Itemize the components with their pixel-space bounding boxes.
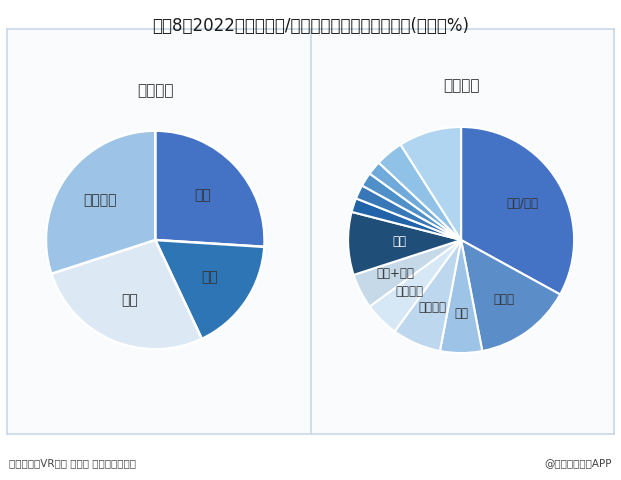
Wedge shape	[353, 240, 461, 306]
Wedge shape	[348, 212, 461, 275]
Text: 硬件: 硬件	[194, 188, 211, 202]
Wedge shape	[440, 240, 483, 353]
Wedge shape	[395, 240, 461, 351]
Text: 资料来源：VR陀螺 青亭网 前瞻产业研究院: 资料来源：VR陀螺 青亭网 前瞻产业研究院	[9, 458, 137, 468]
Wedge shape	[401, 127, 461, 240]
Text: 数字人: 数字人	[494, 293, 515, 306]
Title: 融资金额: 融资金额	[443, 78, 479, 94]
Text: 硬件/整机: 硬件/整机	[506, 197, 538, 210]
Wedge shape	[52, 240, 202, 349]
Text: 医疗: 医疗	[454, 307, 468, 320]
Wedge shape	[362, 174, 461, 240]
Text: 图表8：2022年全球虚拟/增强现实技术投资赛道分布(单位：%): 图表8：2022年全球虚拟/增强现实技术投资赛道分布(单位：%)	[152, 17, 469, 35]
Wedge shape	[351, 198, 461, 240]
Title: 融资数量: 融资数量	[137, 83, 173, 98]
Text: 行业应用: 行业应用	[84, 193, 117, 207]
Wedge shape	[356, 186, 461, 240]
Wedge shape	[155, 131, 265, 247]
Wedge shape	[369, 163, 461, 240]
Wedge shape	[461, 127, 574, 294]
Text: 虚拟培训: 虚拟培训	[418, 301, 446, 314]
Text: 软件: 软件	[201, 270, 218, 284]
Wedge shape	[461, 240, 560, 351]
Text: @前瞻经济学人APP: @前瞻经济学人APP	[544, 458, 612, 468]
Text: 内容: 内容	[121, 293, 138, 307]
Wedge shape	[155, 240, 265, 339]
Wedge shape	[46, 131, 155, 274]
Wedge shape	[369, 240, 461, 331]
Text: 游戏: 游戏	[392, 236, 406, 249]
Text: 软件+服务: 软件+服务	[377, 267, 415, 280]
Text: 虚拟社交: 虚拟社交	[395, 286, 423, 299]
Wedge shape	[379, 144, 461, 240]
